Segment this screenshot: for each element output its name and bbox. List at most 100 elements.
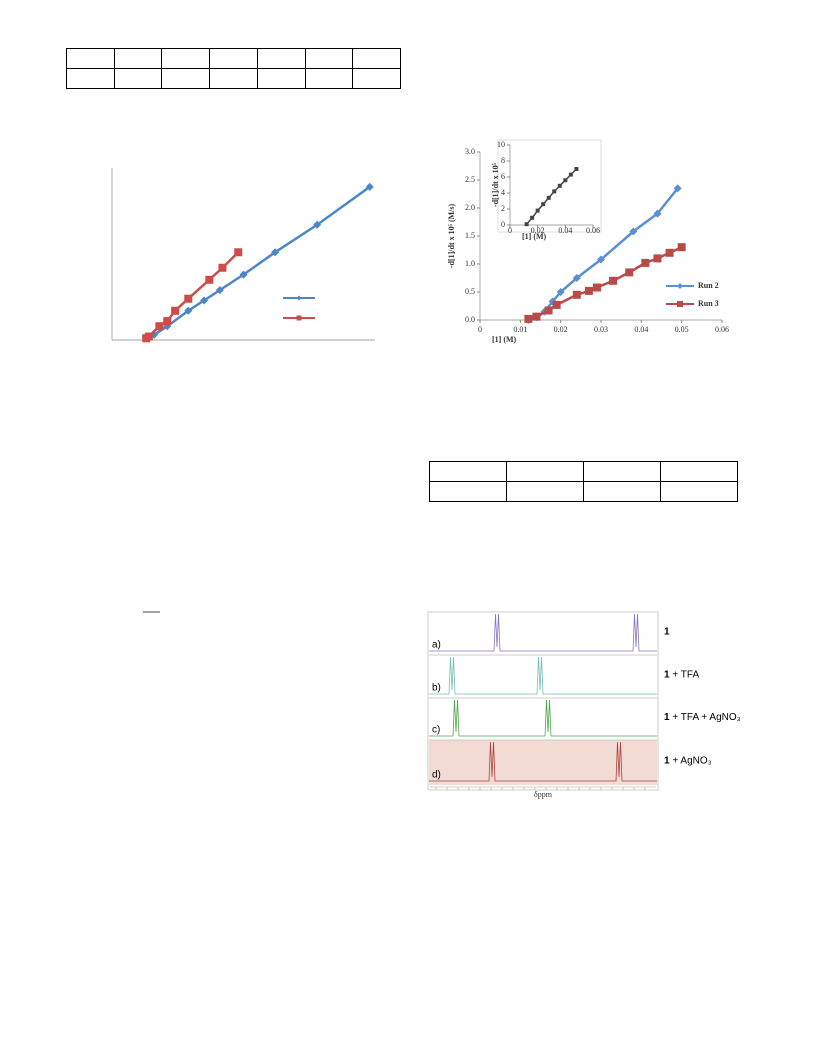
y-tick-label: 2.5	[465, 175, 475, 184]
y-tick-label: 3.0	[465, 147, 475, 156]
x-tick-label: 0.06	[586, 226, 600, 235]
point	[574, 167, 579, 171]
x-tick-label: 0	[478, 325, 482, 334]
legend-label: Run 2	[698, 281, 719, 290]
point	[234, 248, 243, 257]
point	[296, 295, 302, 301]
point	[218, 263, 227, 272]
point	[144, 332, 153, 341]
point	[665, 248, 674, 257]
y-tick-label: 1.0	[465, 259, 475, 268]
table-top-left	[66, 48, 401, 89]
x-tick-label: 0	[508, 226, 512, 235]
nmr-spectrum	[429, 741, 657, 782]
y-axis-label: -d[1]/dt x 10⁵	[491, 162, 500, 207]
point	[584, 286, 593, 295]
point	[296, 315, 302, 321]
y-axis-label: -d[1]/dt x 10⁵ (M/s)	[447, 203, 456, 268]
point	[592, 283, 601, 292]
y-tick-label: 6	[501, 172, 505, 181]
point	[563, 178, 568, 183]
legend-label: Run 3	[698, 299, 719, 308]
point	[556, 288, 565, 296]
point	[609, 276, 618, 285]
point	[552, 189, 557, 194]
point	[677, 243, 686, 252]
point	[171, 306, 180, 315]
y-tick-label: 2.0	[465, 203, 475, 212]
y-tick-label: 0	[501, 220, 505, 229]
point	[677, 283, 683, 289]
point	[313, 220, 322, 229]
panel-label: 1 + TFA	[664, 669, 699, 680]
panel-reagents: + TFA + AgNO₃	[670, 712, 741, 723]
y-tick-label: 2	[501, 204, 505, 213]
x-tick-label: 0.05	[675, 325, 689, 334]
point	[365, 182, 374, 191]
panel-compound: 1	[664, 626, 670, 637]
point	[568, 172, 573, 177]
point	[535, 208, 540, 213]
point	[200, 296, 209, 305]
point	[572, 290, 581, 299]
series-line	[526, 168, 577, 225]
panel-letter: d)	[432, 770, 441, 781]
panel-label: 1 + TFA + AgNO₃	[664, 712, 741, 723]
panel-reagents: + AgNO₃	[670, 755, 712, 766]
point	[572, 274, 581, 282]
y-tick-label: 8	[501, 156, 505, 165]
panel-compound: 1	[664, 669, 670, 680]
point	[239, 270, 248, 279]
nmr-axis-label: δppm	[534, 790, 553, 799]
point	[641, 258, 650, 267]
point	[544, 306, 553, 315]
point	[677, 301, 683, 307]
panel-compound: 1	[664, 712, 670, 723]
point	[155, 322, 164, 331]
y-tick-label: 10	[497, 140, 505, 149]
y-tick-label: 0.5	[465, 287, 475, 296]
point	[530, 215, 535, 220]
point	[673, 184, 682, 193]
x-tick-label: 0.03	[594, 325, 608, 334]
point	[541, 202, 546, 207]
panel-label: 1 + AgNO₃	[664, 755, 712, 766]
series-line	[145, 185, 371, 340]
panel-letter: b)	[432, 683, 441, 694]
x-tick-label: 0.01	[513, 325, 527, 334]
x-tick-label: 0.06	[715, 325, 729, 334]
point	[532, 312, 541, 321]
point	[524, 222, 529, 227]
nmr-spectrum	[429, 613, 657, 652]
point	[552, 300, 561, 309]
y-tick-label: 1.5	[465, 231, 475, 240]
panel-reagents: + TFA	[670, 669, 700, 680]
x-tick-label: 0.02	[531, 226, 545, 235]
point	[625, 268, 634, 277]
point	[597, 255, 605, 264]
point	[629, 227, 638, 236]
nmr-spectrum	[429, 699, 657, 737]
point	[653, 209, 662, 218]
y-tick-label: 4	[501, 188, 505, 197]
x-tick-label: 0.02	[554, 325, 568, 334]
point	[546, 195, 551, 200]
panel-compound: 1	[664, 755, 670, 766]
inset-frame	[497, 139, 602, 233]
point	[557, 183, 562, 188]
y-tick-label: 0.0	[465, 315, 475, 324]
x-axis-label: [1] (M)	[522, 232, 547, 241]
point	[524, 314, 533, 323]
nmr-panel-bg	[429, 740, 657, 785]
x-axis-label: [1] (M)	[492, 335, 517, 344]
point	[184, 306, 193, 315]
point	[215, 286, 224, 295]
point	[205, 275, 214, 284]
x-tick-label: 0.04	[558, 226, 572, 235]
panel-letter: a)	[432, 640, 441, 651]
point	[184, 294, 193, 303]
table-right	[429, 461, 738, 502]
point	[163, 317, 172, 326]
